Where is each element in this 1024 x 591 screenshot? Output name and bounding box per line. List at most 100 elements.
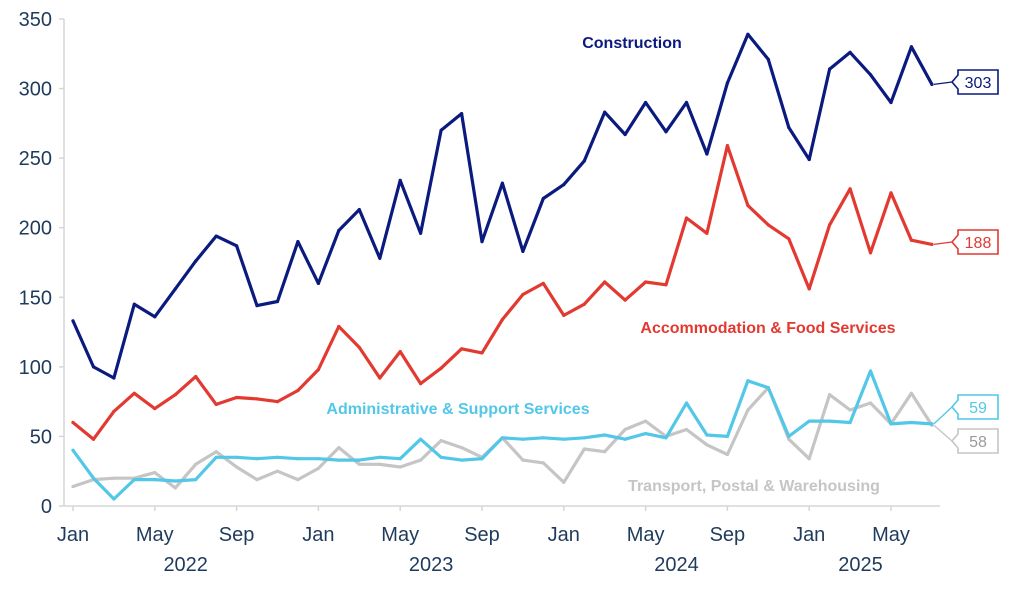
data-point — [357, 208, 361, 212]
data-point — [684, 427, 689, 432]
data-point — [398, 457, 402, 461]
data-point — [725, 434, 730, 438]
data-point — [644, 280, 648, 284]
data-point — [132, 391, 136, 395]
data-point — [132, 478, 136, 482]
x-tick-label: Sep — [219, 524, 255, 546]
data-point — [623, 427, 627, 432]
y-tick-label: 300 — [19, 79, 52, 101]
x-tick-label: Jan — [302, 524, 334, 546]
data-point — [582, 436, 586, 440]
data-point — [541, 461, 545, 465]
data-point — [337, 324, 341, 329]
data-point — [664, 130, 668, 134]
y-tick-label: 350 — [19, 9, 52, 31]
data-point — [398, 350, 402, 354]
x-tick-label: Jan — [793, 524, 825, 546]
data-point — [521, 458, 525, 462]
axes: 0 50 100 150 200 250 300 350 Jan May Sep Jan May Sep J… — [19, 9, 940, 576]
data-point — [316, 457, 320, 461]
data-point — [603, 433, 607, 437]
data-point — [357, 345, 361, 349]
data-point — [235, 244, 239, 248]
data-point — [112, 376, 116, 380]
data-point — [500, 317, 504, 322]
data-point — [562, 480, 566, 484]
data-point — [194, 478, 198, 482]
x-year-label: 2022 — [163, 554, 208, 576]
data-point — [275, 455, 280, 459]
data-point — [296, 388, 300, 393]
data-point — [194, 462, 198, 466]
data-point — [562, 437, 566, 441]
data-point — [909, 45, 914, 49]
data-point — [725, 144, 730, 148]
x-tick-label: May — [872, 524, 910, 546]
data-point — [439, 439, 443, 443]
series-lines — [71, 32, 934, 501]
x-tick-label: May — [136, 524, 174, 546]
data-point — [71, 420, 75, 425]
data-point — [91, 476, 96, 480]
data-point — [173, 393, 177, 397]
data-point — [71, 319, 75, 323]
data-point — [153, 471, 157, 475]
data-point — [828, 419, 832, 423]
data-point — [582, 159, 586, 163]
data-point — [787, 125, 791, 130]
y-tick-label: 150 — [19, 287, 52, 309]
data-point — [725, 452, 730, 457]
end-value-connector — [933, 81, 953, 86]
data-point — [153, 478, 157, 482]
data-point — [235, 465, 239, 469]
data-point — [480, 240, 484, 244]
data-point — [930, 82, 934, 86]
data-point — [439, 128, 443, 132]
data-point — [766, 223, 770, 227]
data-point — [173, 479, 177, 483]
data-point — [603, 450, 607, 454]
data-point — [868, 73, 873, 77]
data-point — [787, 434, 791, 438]
data-point — [684, 216, 689, 220]
data-point — [337, 446, 341, 450]
data-point — [562, 183, 566, 187]
data-point — [623, 132, 627, 137]
data-point — [909, 391, 914, 395]
data-point — [889, 422, 893, 426]
data-point — [807, 157, 811, 162]
data-point — [153, 315, 157, 319]
data-point — [255, 457, 259, 461]
series-labels: Construction Accommodation & Food Service… — [326, 35, 999, 495]
data-point — [807, 457, 811, 461]
y-tick-label: 100 — [19, 357, 52, 379]
data-point — [173, 287, 177, 291]
end-value-connector — [933, 406, 953, 425]
end-value-label: 188 — [965, 235, 992, 252]
data-point — [868, 369, 873, 373]
data-point — [460, 446, 464, 450]
data-point — [378, 256, 382, 260]
data-point — [684, 401, 689, 405]
data-point — [316, 368, 320, 372]
series-name-label: Accommodation & Food Services — [640, 320, 895, 337]
x-tick-label: Sep — [464, 524, 500, 546]
data-point — [357, 458, 361, 462]
data-point — [378, 376, 382, 380]
data-point — [828, 393, 832, 397]
x-tick-label: Sep — [710, 524, 746, 546]
x-year-label: 2023 — [409, 554, 454, 576]
data-point — [419, 382, 423, 386]
data-point — [644, 100, 648, 105]
data-point — [603, 110, 607, 114]
data-point — [623, 437, 627, 441]
data-point — [828, 67, 832, 71]
data-point — [71, 484, 75, 489]
end-value-label: 59 — [969, 400, 987, 417]
end-value-connector — [933, 241, 953, 246]
data-point — [112, 409, 116, 413]
data-point — [398, 465, 402, 469]
data-point — [746, 32, 750, 36]
data-point — [541, 436, 545, 440]
data-point — [766, 57, 770, 62]
